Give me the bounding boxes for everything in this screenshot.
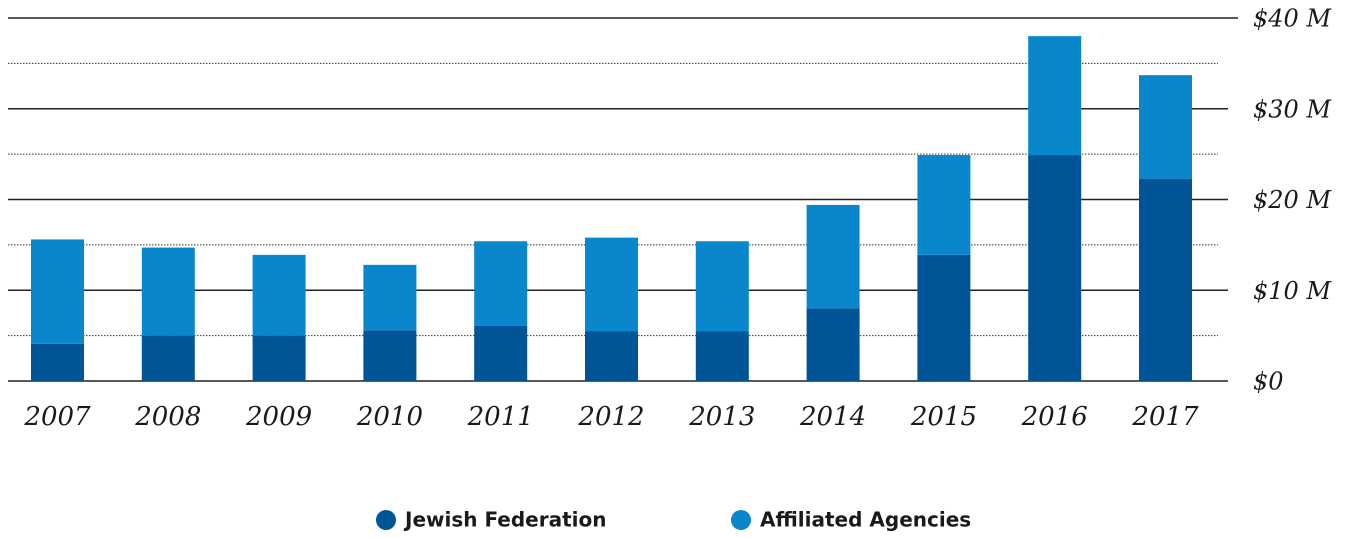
bar-segment [917, 155, 971, 255]
y-tick-label: $20 M [1253, 186, 1332, 214]
x-tick-label: 2009 [245, 402, 312, 432]
bar-segment [363, 330, 417, 381]
bar-segment [141, 335, 195, 381]
legend-swatch [731, 510, 751, 530]
bar-segment [806, 308, 860, 381]
bar-segment [1139, 75, 1192, 179]
bar-segment [363, 264, 417, 331]
x-tick-label: 2011 [467, 402, 534, 432]
y-tick-label: $30 M [1253, 95, 1332, 123]
bar-segment [1139, 178, 1192, 381]
bar-segment [585, 331, 638, 381]
bar-segment [1028, 36, 1082, 156]
bar-segment [917, 254, 971, 381]
bar-segment [1028, 155, 1082, 381]
x-tick-label: 2012 [577, 402, 644, 432]
x-tick-label: 2010 [356, 402, 423, 432]
x-tick-label: 2008 [134, 402, 201, 432]
legend-swatch [376, 510, 396, 530]
bar-segment [474, 241, 528, 326]
bar-segment [31, 343, 84, 381]
x-tick-label: 2014 [799, 402, 866, 432]
legend-label: Affiliated Agencies [760, 508, 971, 532]
x-tick-label: 2017 [1131, 402, 1199, 432]
x-tick-label: 2013 [688, 402, 755, 432]
y-tick-label: $10 M [1253, 277, 1332, 305]
y-tick-label: $40 M [1253, 5, 1332, 33]
bar-segment [695, 241, 749, 332]
bar-segment [141, 247, 195, 336]
bar-segment [695, 331, 749, 381]
legend-label: Jewish Federation [403, 508, 607, 532]
y-tick-label: $0 [1253, 368, 1284, 396]
x-tick-label: 2015 [910, 402, 977, 432]
bar-segment [474, 325, 528, 381]
bar-segment [31, 239, 84, 344]
x-tick-label: 2007 [23, 402, 91, 432]
x-tick-label: 2016 [1021, 402, 1088, 432]
bar-segment [252, 254, 306, 336]
bar-segment [252, 335, 306, 381]
bar-segment [806, 204, 860, 309]
bar-segment [585, 237, 638, 332]
